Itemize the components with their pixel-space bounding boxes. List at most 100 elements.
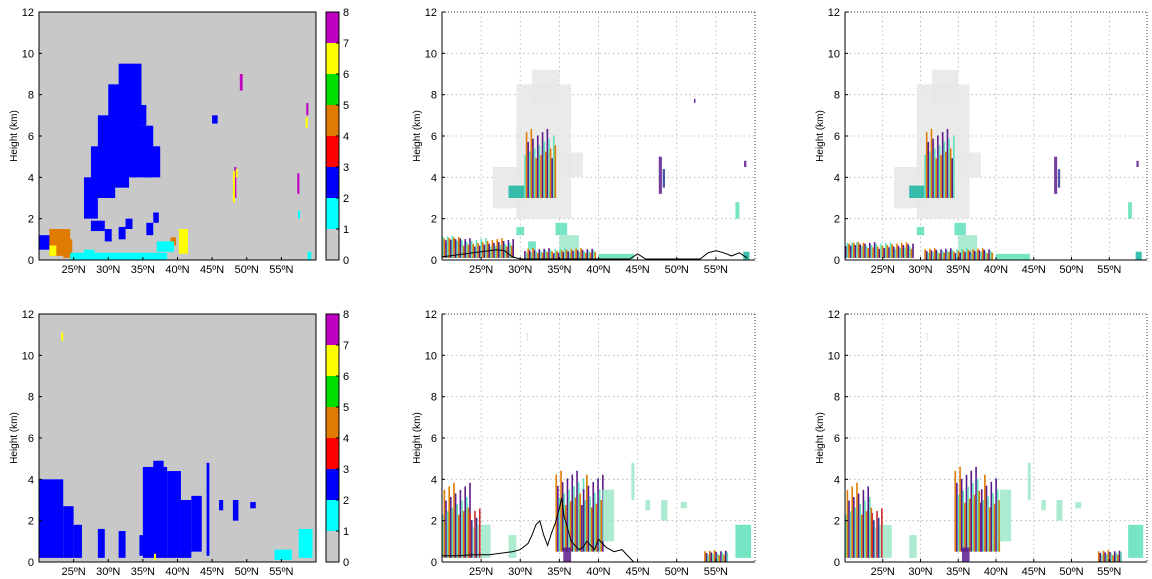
- data-stripe: [456, 504, 458, 558]
- data-stripe: [983, 249, 986, 260]
- data-stripe: [723, 554, 725, 562]
- data-region: [631, 462, 635, 500]
- data-stripe: [453, 237, 455, 248]
- y-tick-label: 2: [431, 516, 437, 528]
- y-tick-label: 12: [828, 309, 840, 321]
- data-stripe: [861, 514, 863, 558]
- data-stripe: [993, 503, 996, 552]
- data-stripe: [933, 248, 936, 260]
- data-stripe: [554, 249, 557, 260]
- data-stripe: [456, 243, 458, 258]
- data-stripe: [865, 245, 868, 258]
- y-tick-label: 8: [28, 90, 34, 102]
- data-stripe: [938, 253, 941, 260]
- colorbar-tick-label: 3: [343, 464, 349, 476]
- x-tick-label: 40ºN: [165, 264, 189, 276]
- y-tick-label: 4: [834, 474, 840, 486]
- data-stripe: [451, 507, 454, 558]
- y-tick-label: 8: [28, 392, 34, 404]
- data-stripe: [924, 154, 926, 198]
- data-stripe: [846, 248, 849, 258]
- data-stripe: [443, 240, 446, 258]
- data-stripe: [894, 248, 897, 258]
- data-stripe: [1107, 550, 1110, 562]
- data-stripe: [536, 253, 539, 260]
- data-stripe: [502, 240, 505, 258]
- y-tick-label: 2: [28, 214, 34, 226]
- data-stripe: [965, 248, 968, 260]
- data-stripe: [551, 158, 553, 198]
- data-stripe: [557, 252, 560, 260]
- data-stripe: [597, 478, 599, 552]
- data-stripe: [977, 248, 979, 260]
- data-region: [234, 167, 237, 198]
- colorbar-swatch: [326, 229, 339, 260]
- data-stripe: [527, 141, 529, 198]
- data-stripe: [546, 252, 549, 260]
- data-stripe: [948, 252, 950, 260]
- x-tick-label: 45ºN: [1022, 264, 1046, 276]
- panel-cloud-phase-category-top: 25ºN 30ºN 35ºN 40ºN 45ºN 50ºN 55ºN024681012Hei…: [9, 7, 349, 276]
- data-stripe: [456, 240, 458, 248]
- data-region: [297, 173, 300, 194]
- data-stripe: [867, 486, 869, 558]
- data-stripe: [854, 245, 857, 252]
- data-stripe: [992, 492, 994, 552]
- data-region: [662, 169, 666, 188]
- y-tick-label: 6: [431, 131, 437, 143]
- plot-area: [442, 12, 755, 260]
- data-stripe: [540, 250, 542, 260]
- data-stripe: [861, 246, 863, 252]
- colorbar-tick-label: 2: [343, 193, 349, 205]
- y-tick-label: 8: [834, 90, 840, 102]
- colorbar-swatch: [326, 136, 339, 167]
- data-stripe: [969, 251, 971, 260]
- x-tick-label: 25ºN: [62, 264, 86, 276]
- data-region: [125, 218, 133, 229]
- data-region: [305, 117, 308, 128]
- data-stripe: [853, 243, 855, 252]
- data-region: [882, 524, 892, 558]
- data-stripe: [561, 482, 564, 552]
- y-tick-label: 6: [834, 433, 840, 445]
- data-stripe: [877, 246, 879, 258]
- data-stripe: [472, 243, 474, 258]
- data-region: [239, 74, 243, 91]
- data-stripe: [886, 245, 889, 258]
- data-stripe: [893, 246, 895, 258]
- colorbar-tick-label: 6: [343, 69, 349, 81]
- data-stripe: [951, 158, 954, 198]
- data-stripe: [946, 250, 949, 260]
- data-stripe: [544, 250, 547, 260]
- data-stripe: [988, 507, 991, 552]
- data-stripe: [528, 151, 531, 198]
- data-stripe: [1113, 551, 1116, 562]
- data-stripe: [454, 493, 457, 558]
- y-axis-label: Height (km): [815, 412, 826, 464]
- data-stripe: [458, 236, 460, 248]
- data-stripe: [469, 238, 471, 258]
- data-region: [298, 528, 313, 558]
- data-stripe: [907, 244, 909, 258]
- data-stripe: [555, 474, 558, 552]
- data-stripe: [902, 245, 905, 258]
- data-stripe: [954, 253, 957, 260]
- data-stripe: [475, 240, 478, 258]
- data-region: [1057, 169, 1061, 188]
- data-stripe: [870, 507, 873, 558]
- data-stripe: [443, 489, 446, 558]
- data-stripe: [528, 250, 531, 260]
- data-stripe: [464, 239, 466, 258]
- data-stripe: [986, 253, 989, 260]
- data-stripe: [459, 489, 462, 558]
- data-stripe: [558, 497, 561, 552]
- data-region: [135, 105, 147, 126]
- data-stripe: [548, 248, 550, 260]
- colorbar-swatch: [326, 407, 339, 438]
- data-region: [1128, 202, 1132, 219]
- data-stripe: [899, 248, 901, 258]
- data-region: [481, 524, 491, 558]
- x-tick-label: 50ºN: [235, 566, 259, 578]
- x-tick-label: 40ºN: [586, 264, 610, 276]
- data-stripe: [996, 489, 999, 552]
